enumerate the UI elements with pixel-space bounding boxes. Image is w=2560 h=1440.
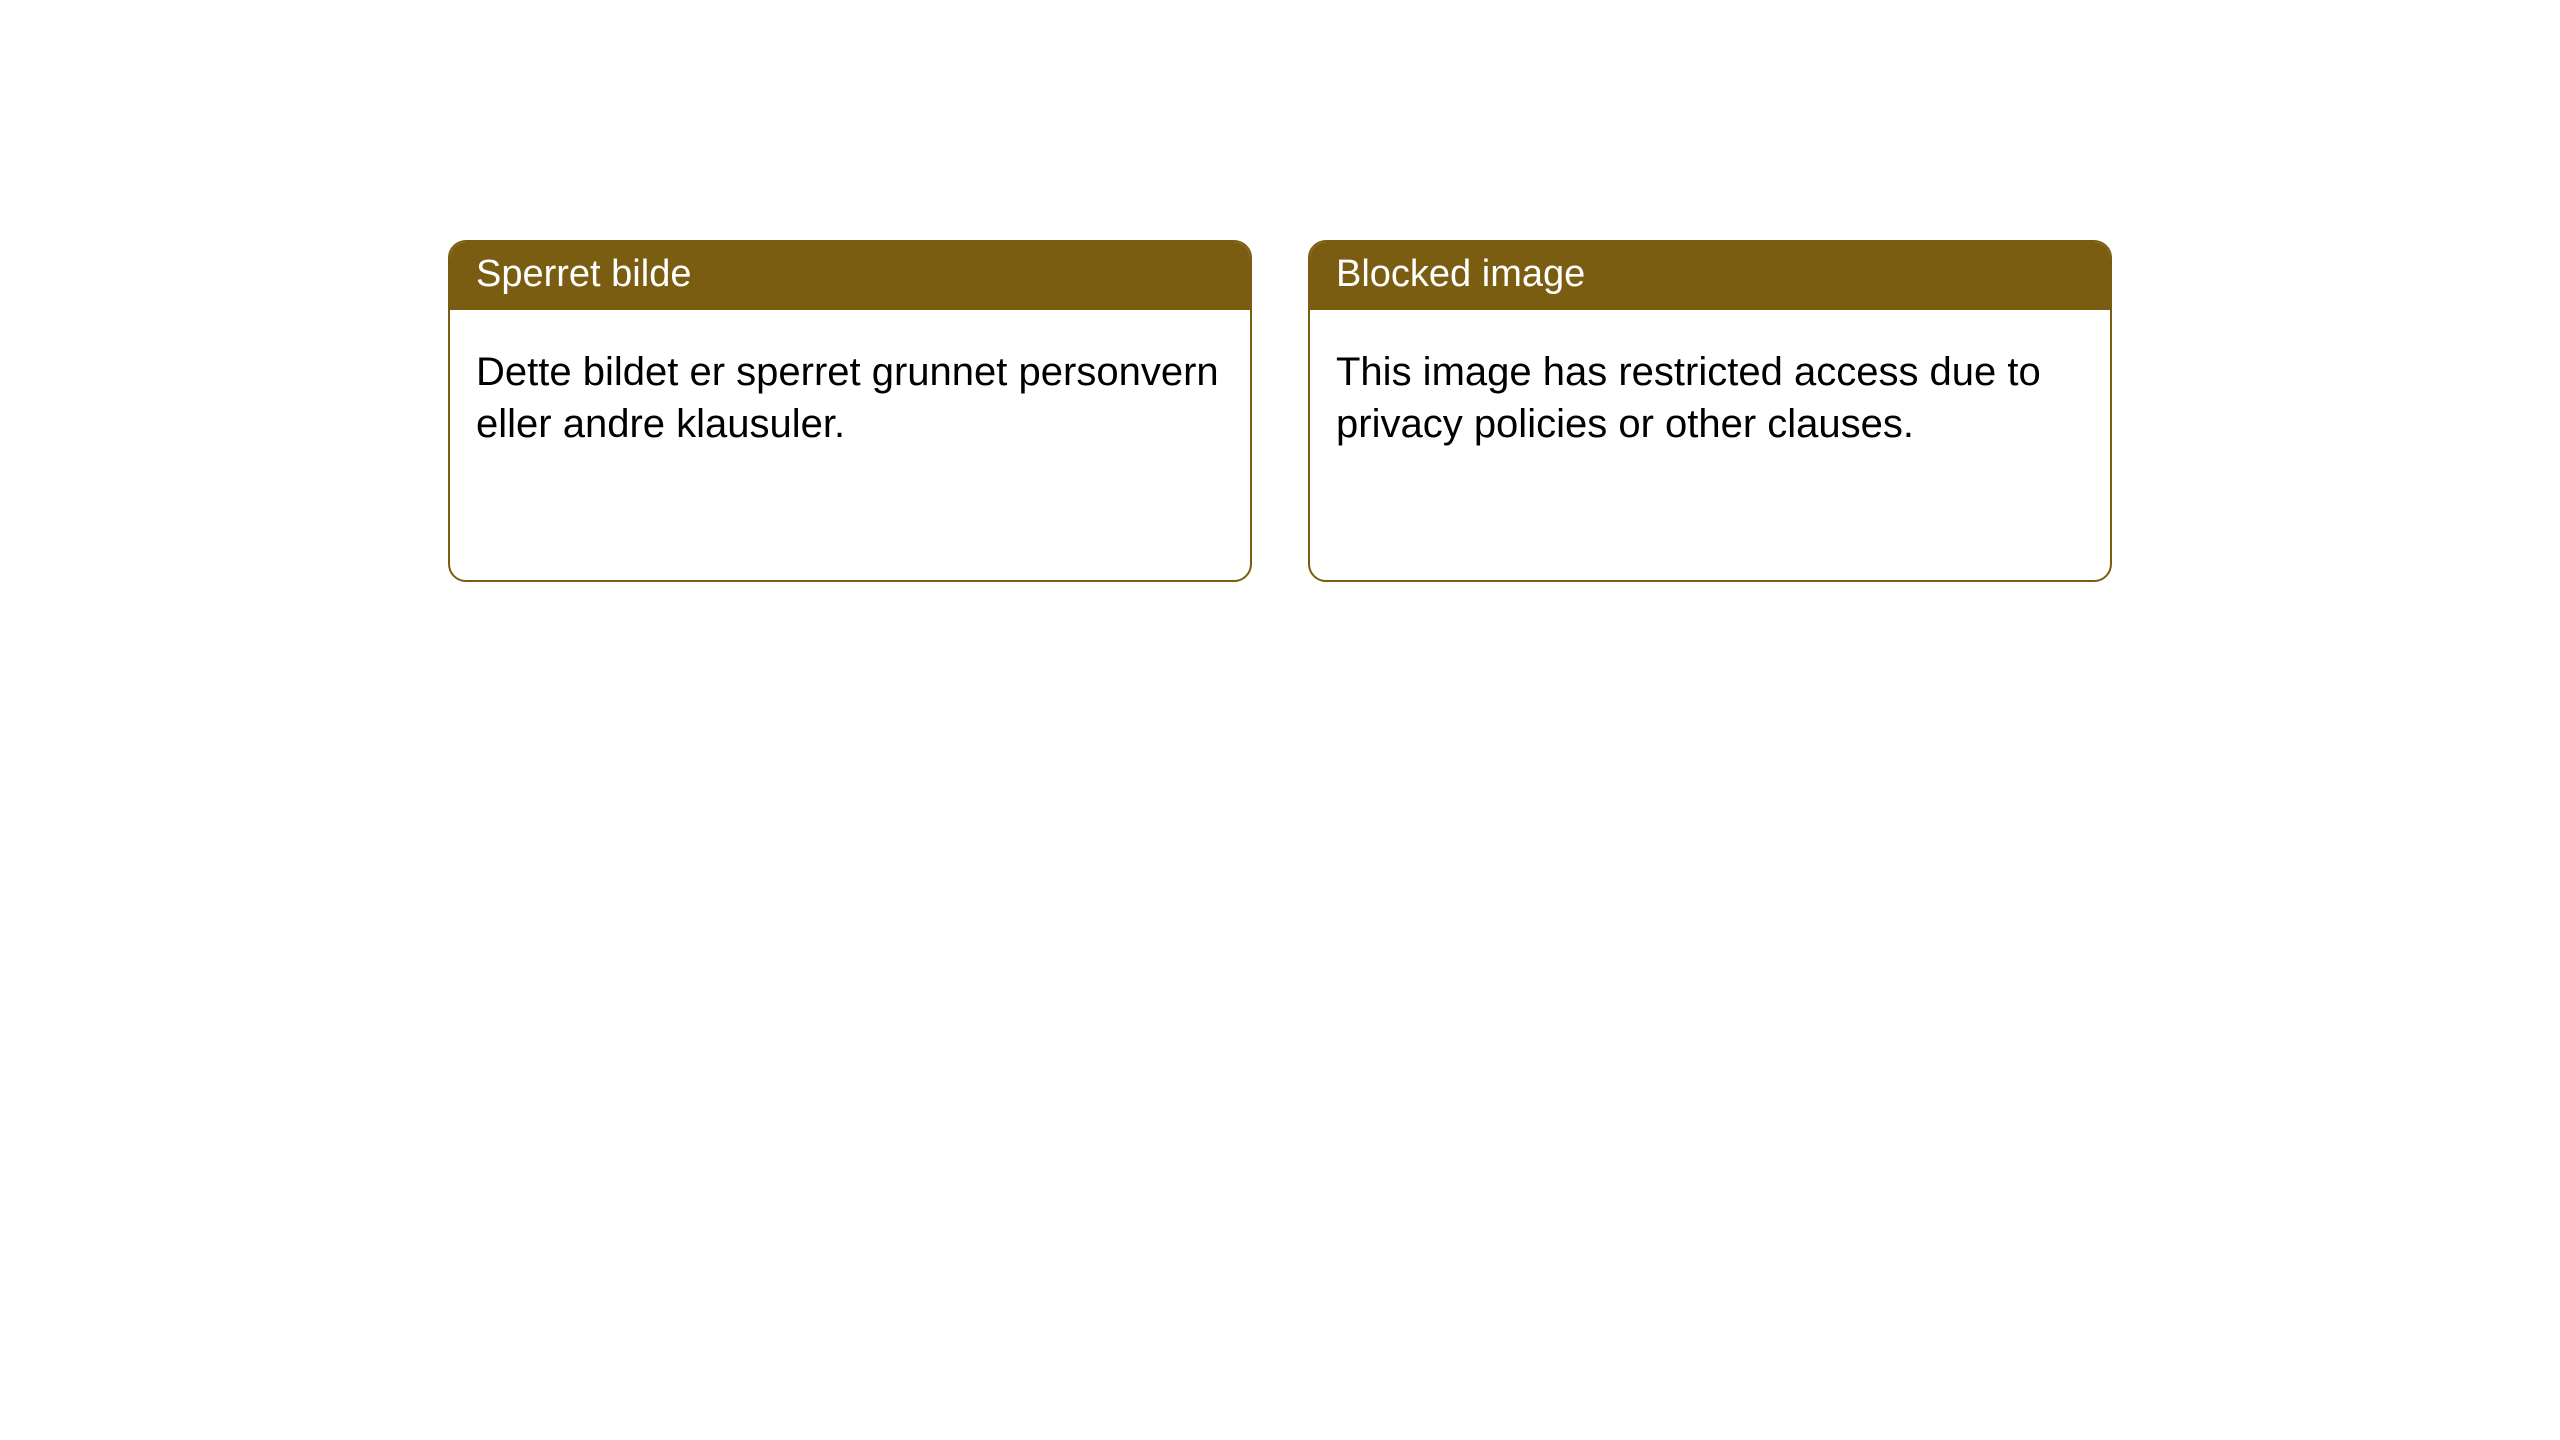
notice-title-en: Blocked image — [1310, 242, 2110, 310]
notice-body-en: This image has restricted access due to … — [1310, 310, 2110, 580]
notice-body-no: Dette bildet er sperret grunnet personve… — [450, 310, 1250, 580]
notice-title-no: Sperret bilde — [450, 242, 1250, 310]
notice-box-en: Blocked image This image has restricted … — [1308, 240, 2112, 582]
notice-box-no: Sperret bilde Dette bildet er sperret gr… — [448, 240, 1252, 582]
notices-container: Sperret bilde Dette bildet er sperret gr… — [0, 0, 2560, 582]
